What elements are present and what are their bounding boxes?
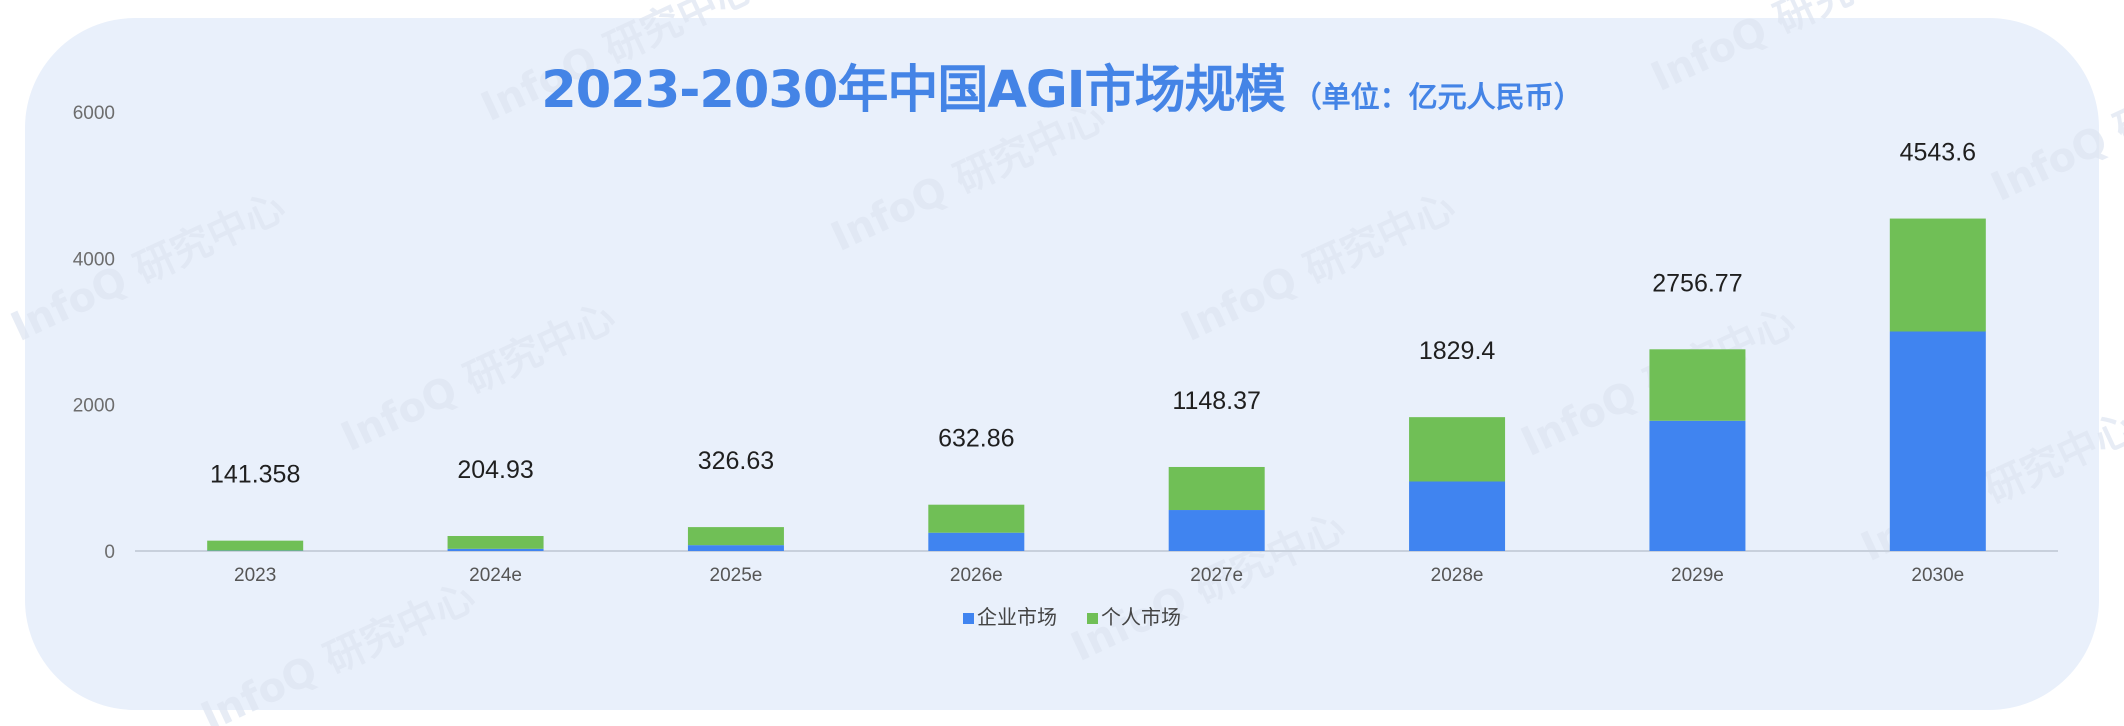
bar-segment-personal xyxy=(1649,349,1746,421)
legend-label: 企业市场 xyxy=(977,605,1057,629)
x-tick-label: 2023 xyxy=(234,565,276,586)
x-tick-label: 2030e xyxy=(1911,565,1964,586)
legend-label: 个人市场 xyxy=(1101,605,1181,629)
data-label: 4543.6 xyxy=(1900,139,1976,167)
data-label: 632.86 xyxy=(938,425,1014,453)
x-tick-label: 2027e xyxy=(1190,565,1243,586)
bar-segment-enterprise xyxy=(687,545,784,551)
y-tick-label: 4000 xyxy=(73,249,115,270)
bar-segment-personal xyxy=(447,536,544,549)
data-label: 326.63 xyxy=(698,447,774,475)
x-tick-label: 2025e xyxy=(710,565,763,586)
bar-segment-personal xyxy=(1889,218,1986,332)
data-label: 141.358 xyxy=(210,461,300,489)
data-label: 1829.4 xyxy=(1419,337,1496,365)
x-tick-label: 2028e xyxy=(1431,565,1484,586)
x-tick-label: 2026e xyxy=(950,565,1003,586)
bar-segment-personal xyxy=(1168,466,1265,511)
chart-panel xyxy=(25,18,2099,710)
chart-title: 2023-2030年中国AGI市场规模 （单位：亿元人民币） xyxy=(0,48,2124,122)
chart-title-unit: （单位：亿元人民币） xyxy=(1292,80,1583,114)
data-label: 1148.37 xyxy=(1172,387,1261,415)
bar-segment-enterprise xyxy=(928,532,1025,551)
x-tick-label: 2029e xyxy=(1671,565,1724,586)
x-tick-label: 2024e xyxy=(469,565,522,586)
bar-segment-personal xyxy=(207,540,304,551)
y-tick-label: 6000 xyxy=(73,103,115,124)
bar-segment-personal xyxy=(687,527,784,546)
legend-swatch xyxy=(1087,613,1098,624)
chart-title-main: 2023-2030年中国AGI市场规模 xyxy=(541,61,1285,120)
data-label: 204.93 xyxy=(457,456,533,484)
y-tick-label: 2000 xyxy=(73,396,115,417)
bar-segment-enterprise xyxy=(1409,481,1506,551)
bar-segment-enterprise xyxy=(447,548,544,551)
y-tick-label: 0 xyxy=(104,542,115,563)
bar-segment-personal xyxy=(1409,417,1506,482)
bar-segment-personal xyxy=(928,504,1025,533)
bar-segment-enterprise xyxy=(1649,420,1746,551)
bar-segment-enterprise xyxy=(1168,510,1265,551)
bar-segment-enterprise xyxy=(1889,331,1986,551)
data-label: 2756.77 xyxy=(1652,269,1742,297)
legend-swatch xyxy=(963,613,974,624)
